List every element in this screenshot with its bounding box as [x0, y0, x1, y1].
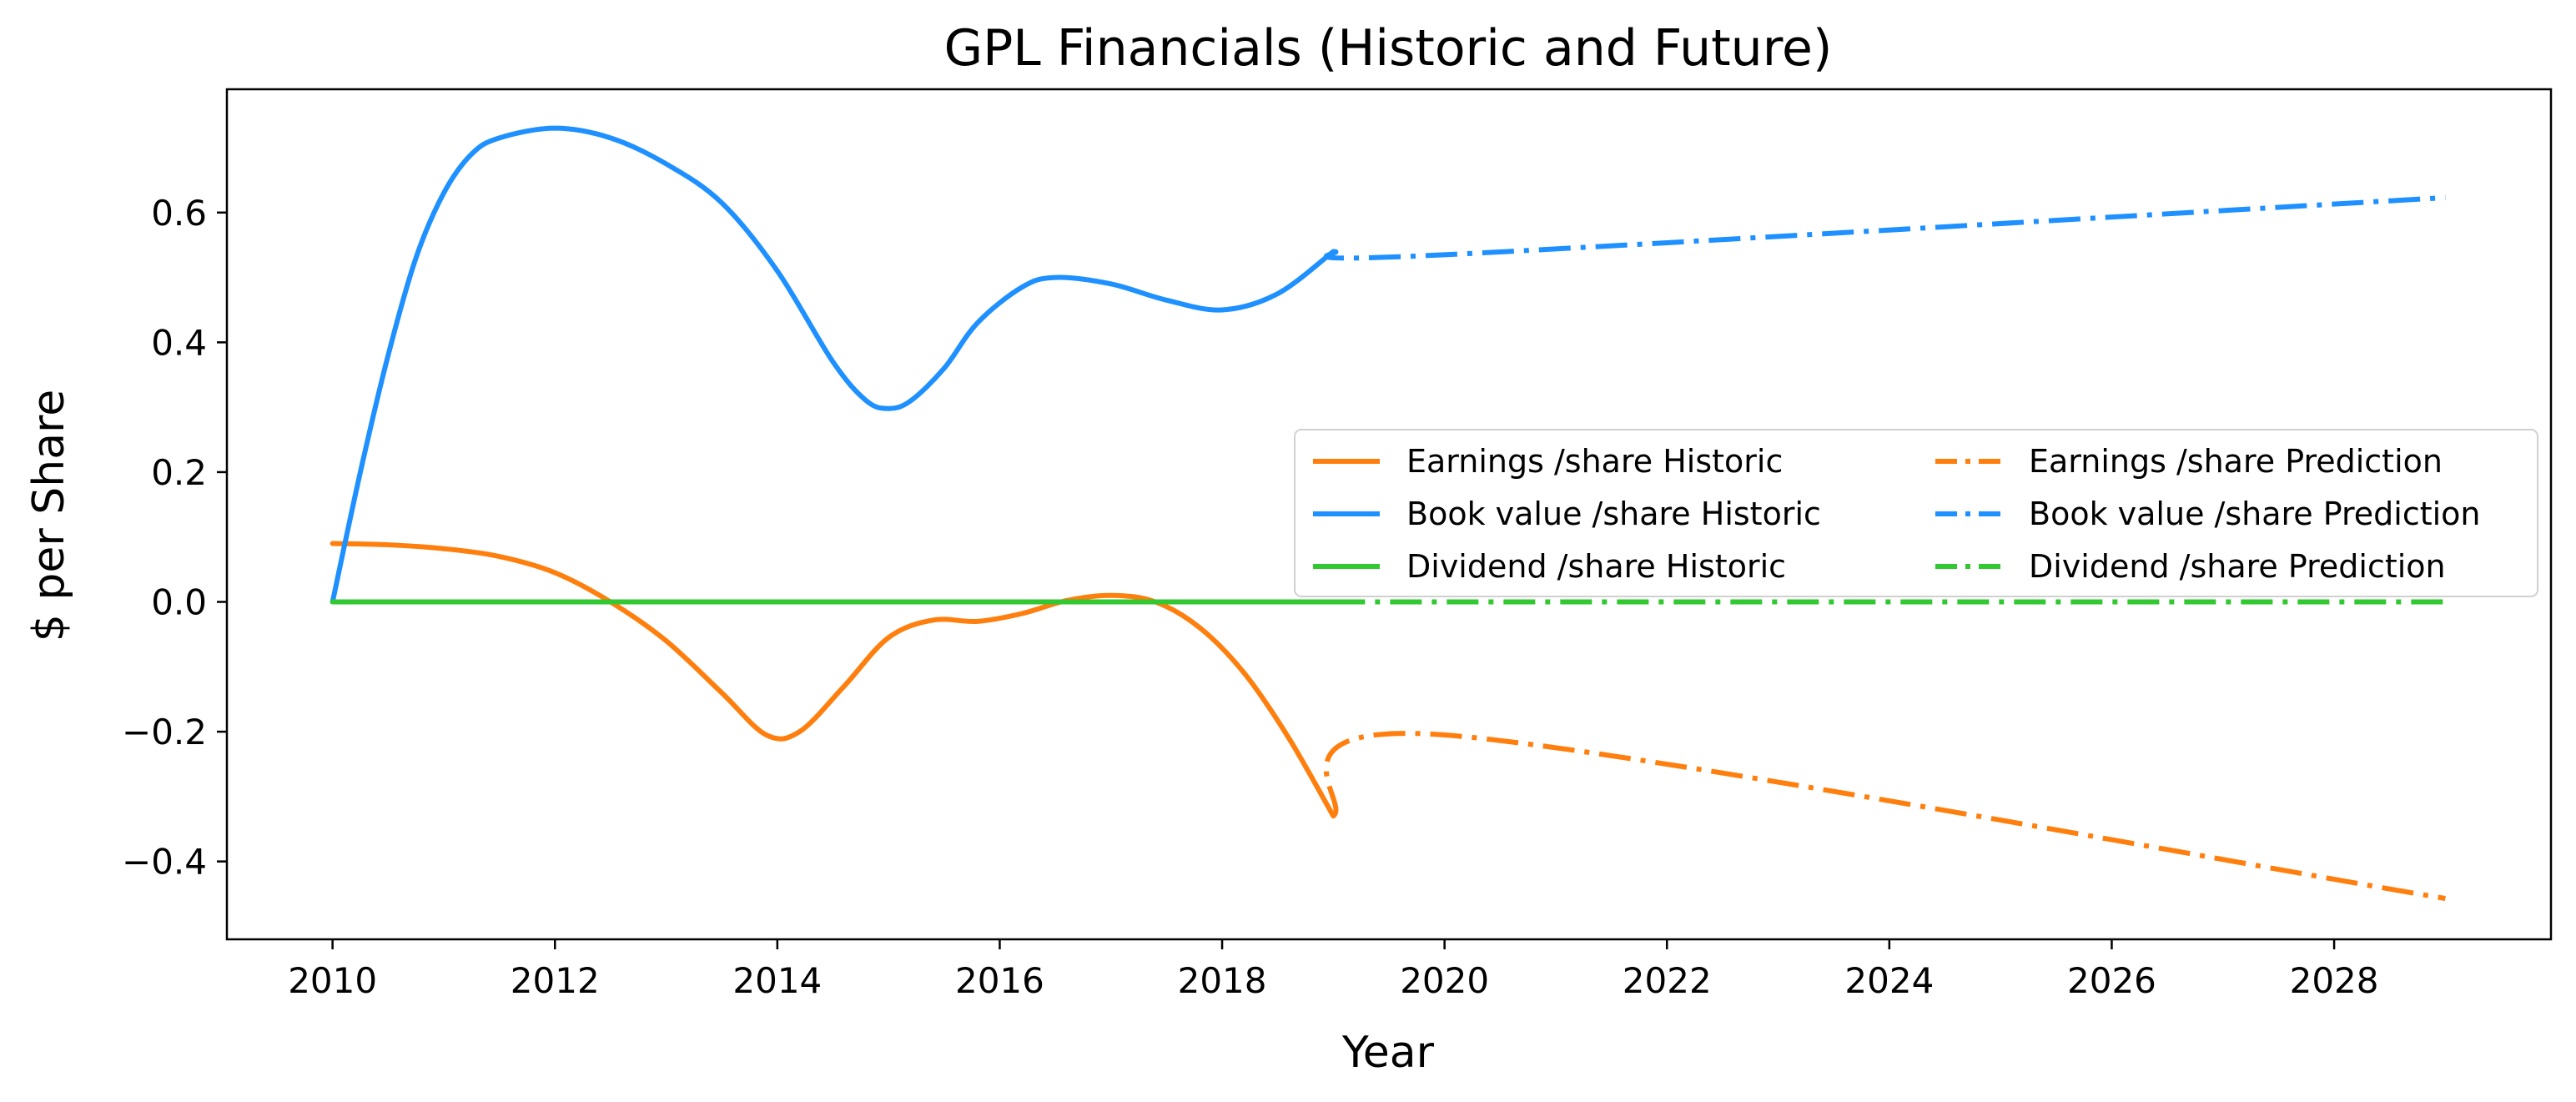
legend-label-earnings-share-prediction: Earnings /share Prediction: [2029, 443, 2443, 480]
x-tick-label: 2016: [955, 960, 1044, 1001]
series-line-book-value-share-historic: [330, 125, 1336, 605]
legend-label-book-value-share-historic: Book value /share Historic: [1406, 496, 1821, 532]
series-line-book-value-share-prediction: [1323, 194, 2446, 261]
legend-box: [1294, 429, 2538, 597]
x-tick-label: 2018: [1178, 960, 1267, 1001]
x-tick-label: 2024: [1844, 960, 1934, 1001]
x-tick-label: 2026: [2067, 960, 2156, 1001]
legend-label-dividend-share-prediction: Dividend /share Prediction: [2029, 548, 2446, 585]
legend-label-dividend-share-historic: Dividend /share Historic: [1406, 548, 1786, 585]
chart-title: GPL Financials (Historic and Future): [944, 19, 1833, 78]
y-tick-label: 0.4: [151, 322, 207, 363]
axes-layer: 2010 2012 2014 2016 2018 2020 2022 2024 2026 2028…: [122, 88, 2553, 1001]
legend-label-book-value-share-prediction: Book value /share Prediction: [2029, 496, 2481, 532]
y-axis-label: $ per Share: [24, 390, 74, 642]
x-tick-label: 2020: [1400, 960, 1489, 1001]
series-layer: [330, 125, 2446, 901]
x-tick-label: 2028: [2290, 960, 2379, 1001]
y-tick-label: 0.2: [151, 452, 207, 493]
series-line-earnings-share-historic: [330, 541, 1336, 819]
x-tick-label: 2010: [288, 960, 377, 1001]
x-tick-label: 2014: [732, 960, 822, 1001]
y-tick-label: −0.4: [122, 842, 207, 883]
series-line-earnings-share-prediction: [1323, 731, 2446, 901]
y-tick-label: 0.0: [151, 582, 207, 623]
x-axis-label: Year: [1341, 1028, 1435, 1078]
y-tick-label: −0.2: [122, 712, 207, 752]
plot-frame: [225, 88, 2553, 941]
legend: Earnings /share Historic Book value /shar…: [1294, 429, 2538, 597]
x-tick-label: 2022: [1623, 960, 1712, 1001]
x-tick-label: 2012: [511, 960, 600, 1001]
y-tick-label: 0.6: [151, 193, 207, 234]
legend-label-earnings-share-historic: Earnings /share Historic: [1406, 443, 1783, 480]
